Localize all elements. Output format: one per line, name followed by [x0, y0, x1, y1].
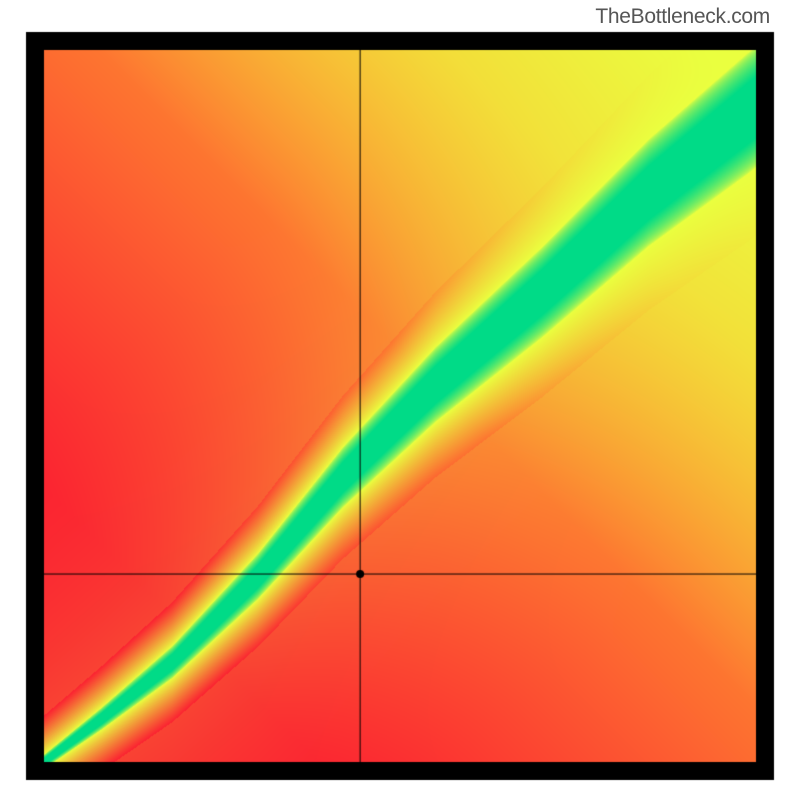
chart-container: TheBottleneck.com — [0, 0, 800, 800]
watermark-text: TheBottleneck.com — [595, 5, 770, 29]
bottleneck-heatmap — [0, 0, 800, 800]
